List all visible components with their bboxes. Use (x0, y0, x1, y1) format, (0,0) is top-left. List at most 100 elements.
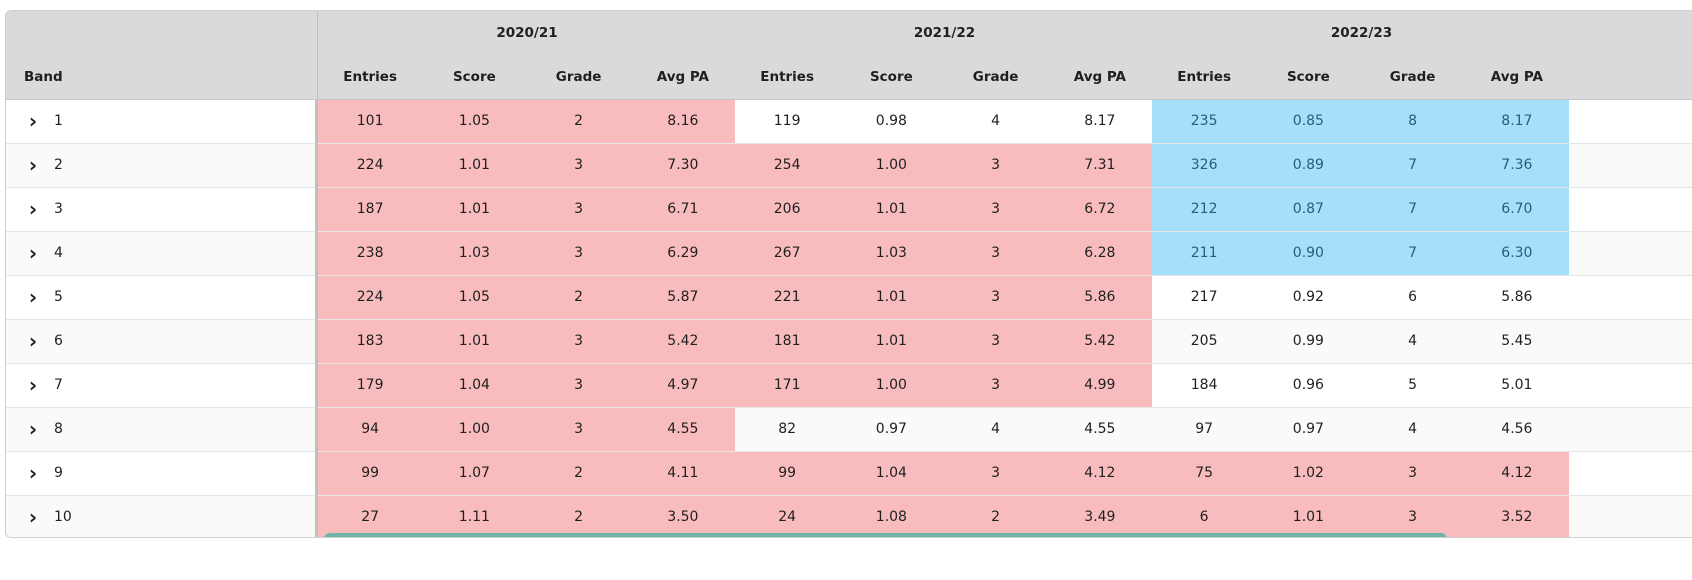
cell-avg-pa-2022-23[interactable]: 8.17 (1464, 100, 1569, 143)
cell-avg-pa-2020-21[interactable]: 5.42 (630, 320, 735, 363)
cell-grade-2020-21[interactable]: 3 (526, 144, 631, 187)
cell-avg-pa-2021-22[interactable]: 6.28 (1047, 232, 1152, 275)
column-header-score-2020-21[interactable]: Score (452, 69, 496, 85)
cell-grade-2021-22[interactable]: 3 (943, 232, 1048, 275)
cell-avg-pa-2020-21[interactable]: 3.50 (630, 496, 735, 537)
cell-entries-2022-23[interactable]: 235 (1152, 100, 1257, 143)
column-header-entries-2022-23[interactable]: Entries (1177, 69, 1231, 85)
cell-grade-2020-21[interactable]: 2 (526, 100, 631, 143)
cell-score-2020-21[interactable]: 1.01 (422, 144, 527, 187)
cell-entries-2020-21[interactable]: 99 (318, 452, 423, 495)
cell-score-2021-22[interactable]: 1.01 (839, 276, 944, 319)
cell-avg-pa-2022-23[interactable]: 7.36 (1464, 144, 1569, 187)
cell-score-2021-22[interactable]: 1.01 (839, 320, 944, 363)
band-header-cell[interactable]: Band (6, 55, 318, 99)
cell-grade-2021-22[interactable]: 3 (943, 364, 1048, 407)
cell-grade-2021-22[interactable]: 3 (943, 452, 1048, 495)
chevron-right-icon[interactable]: › (28, 197, 38, 221)
cell-score-2022-23[interactable]: 0.97 (1292, 421, 1324, 437)
cell-entries-2020-21[interactable]: 238 (318, 232, 423, 275)
cell-grade-2022-23[interactable]: 4 (1408, 333, 1418, 349)
cell-entries-2020-21[interactable]: 179 (318, 364, 423, 407)
cell-grade-2022-23[interactable]: 3 (1360, 452, 1465, 495)
cell-grade-2021-22[interactable]: 4 (991, 113, 1001, 129)
cell-score-2020-21[interactable]: 1.05 (422, 276, 527, 319)
cell-grade-2021-22[interactable]: 3 (943, 144, 1048, 187)
cell-score-2021-22[interactable]: 1.00 (839, 144, 944, 187)
cell-score-2022-23[interactable]: 1.01 (1256, 496, 1361, 537)
column-header-score-2021-22[interactable]: Score (869, 69, 913, 85)
cell-score-2020-21[interactable]: 1.01 (422, 188, 527, 231)
chevron-right-icon[interactable]: › (28, 505, 38, 529)
cell-avg-pa-2021-22[interactable]: 4.12 (1047, 452, 1152, 495)
cell-avg-pa-2022-23[interactable]: 6.30 (1464, 232, 1569, 275)
chevron-right-icon[interactable]: › (28, 461, 38, 485)
cell-score-2021-22[interactable]: 0.98 (875, 113, 907, 129)
cell-grade-2020-21[interactable]: 2 (526, 276, 631, 319)
cell-score-2022-23[interactable]: 1.02 (1256, 452, 1361, 495)
cell-avg-pa-2021-22[interactable]: 5.42 (1047, 320, 1152, 363)
cell-grade-2020-21[interactable]: 3 (526, 408, 631, 451)
cell-entries-2021-22[interactable]: 206 (735, 188, 840, 231)
cell-score-2022-23[interactable]: 0.87 (1256, 188, 1361, 231)
column-header-entries-2021-22[interactable]: Entries (760, 69, 814, 85)
cell-entries-2021-22[interactable]: 181 (735, 320, 840, 363)
cell-grade-2022-23[interactable]: 3 (1360, 496, 1465, 537)
cell-entries-2020-21[interactable]: 27 (318, 496, 423, 537)
cell-grade-2021-22[interactable]: 4 (991, 421, 1001, 437)
cell-avg-pa-2020-21[interactable]: 8.16 (630, 100, 735, 143)
cell-grade-2020-21[interactable]: 2 (526, 496, 631, 537)
cell-score-2021-22[interactable]: 1.01 (839, 188, 944, 231)
cell-avg-pa-2021-22[interactable]: 8.17 (1084, 113, 1116, 129)
column-header-avg-pa-2021-22[interactable]: Avg PA (1073, 69, 1126, 85)
cell-grade-2022-23[interactable]: 7 (1360, 188, 1465, 231)
column-header-grade-2021-22[interactable]: Grade (972, 69, 1019, 85)
cell-entries-2022-23[interactable]: 184 (1190, 377, 1218, 393)
cell-score-2021-22[interactable]: 1.04 (839, 452, 944, 495)
cell-grade-2022-23[interactable]: 4 (1408, 421, 1418, 437)
cell-avg-pa-2022-23[interactable]: 4.56 (1501, 421, 1533, 437)
cell-score-2022-23[interactable]: 0.92 (1292, 289, 1324, 305)
cell-entries-2022-23[interactable]: 217 (1190, 289, 1218, 305)
cell-score-2021-22[interactable]: 1.08 (839, 496, 944, 537)
chevron-right-icon[interactable]: › (28, 153, 38, 177)
cell-entries-2022-23[interactable]: 326 (1152, 144, 1257, 187)
cell-entries-2022-23[interactable]: 6 (1152, 496, 1257, 537)
cell-avg-pa-2021-22[interactable]: 4.55 (1084, 421, 1116, 437)
cell-entries-2020-21[interactable]: 224 (318, 144, 423, 187)
cell-score-2020-21[interactable]: 1.07 (422, 452, 527, 495)
cell-grade-2021-22[interactable]: 3 (943, 276, 1048, 319)
cell-avg-pa-2021-22[interactable]: 7.31 (1047, 144, 1152, 187)
group-header-2022-23[interactable]: 2022/23 (1330, 25, 1393, 41)
group-header-2020-21[interactable]: 2020/21 (496, 25, 558, 41)
cell-avg-pa-2022-23[interactable]: 5.86 (1501, 289, 1533, 305)
cell-entries-2022-23[interactable]: 97 (1195, 421, 1214, 437)
cell-entries-2020-21[interactable]: 187 (318, 188, 423, 231)
cell-entries-2021-22[interactable]: 119 (773, 113, 801, 129)
chevron-right-icon[interactable]: › (28, 109, 38, 133)
cell-entries-2022-23[interactable]: 205 (1190, 333, 1218, 349)
cell-score-2020-21[interactable]: 1.05 (422, 100, 527, 143)
group-header-2021-22[interactable]: 2021/22 (913, 25, 976, 41)
cell-avg-pa-2021-22[interactable]: 3.49 (1047, 496, 1152, 537)
column-header-grade-2022-23[interactable]: Grade (1389, 69, 1436, 85)
cell-avg-pa-2022-23[interactable]: 5.45 (1501, 333, 1533, 349)
chevron-right-icon[interactable]: › (28, 329, 38, 353)
cell-score-2021-22[interactable]: 1.00 (839, 364, 944, 407)
cell-avg-pa-2020-21[interactable]: 6.71 (630, 188, 735, 231)
cell-grade-2021-22[interactable]: 2 (943, 496, 1048, 537)
cell-score-2022-23[interactable]: 0.96 (1292, 377, 1324, 393)
cell-entries-2020-21[interactable]: 224 (318, 276, 423, 319)
cell-score-2020-21[interactable]: 1.03 (422, 232, 527, 275)
cell-grade-2022-23[interactable]: 6 (1408, 289, 1418, 305)
cell-avg-pa-2022-23[interactable]: 5.01 (1501, 377, 1533, 393)
cell-entries-2021-22[interactable]: 24 (735, 496, 840, 537)
cell-entries-2022-23[interactable]: 75 (1152, 452, 1257, 495)
chevron-right-icon[interactable]: › (28, 285, 38, 309)
cell-entries-2021-22[interactable]: 82 (778, 421, 797, 437)
cell-score-2020-21[interactable]: 1.04 (422, 364, 527, 407)
cell-avg-pa-2020-21[interactable]: 5.87 (630, 276, 735, 319)
cell-score-2022-23[interactable]: 0.85 (1256, 100, 1361, 143)
cell-avg-pa-2020-21[interactable]: 7.30 (630, 144, 735, 187)
cell-grade-2021-22[interactable]: 3 (943, 320, 1048, 363)
